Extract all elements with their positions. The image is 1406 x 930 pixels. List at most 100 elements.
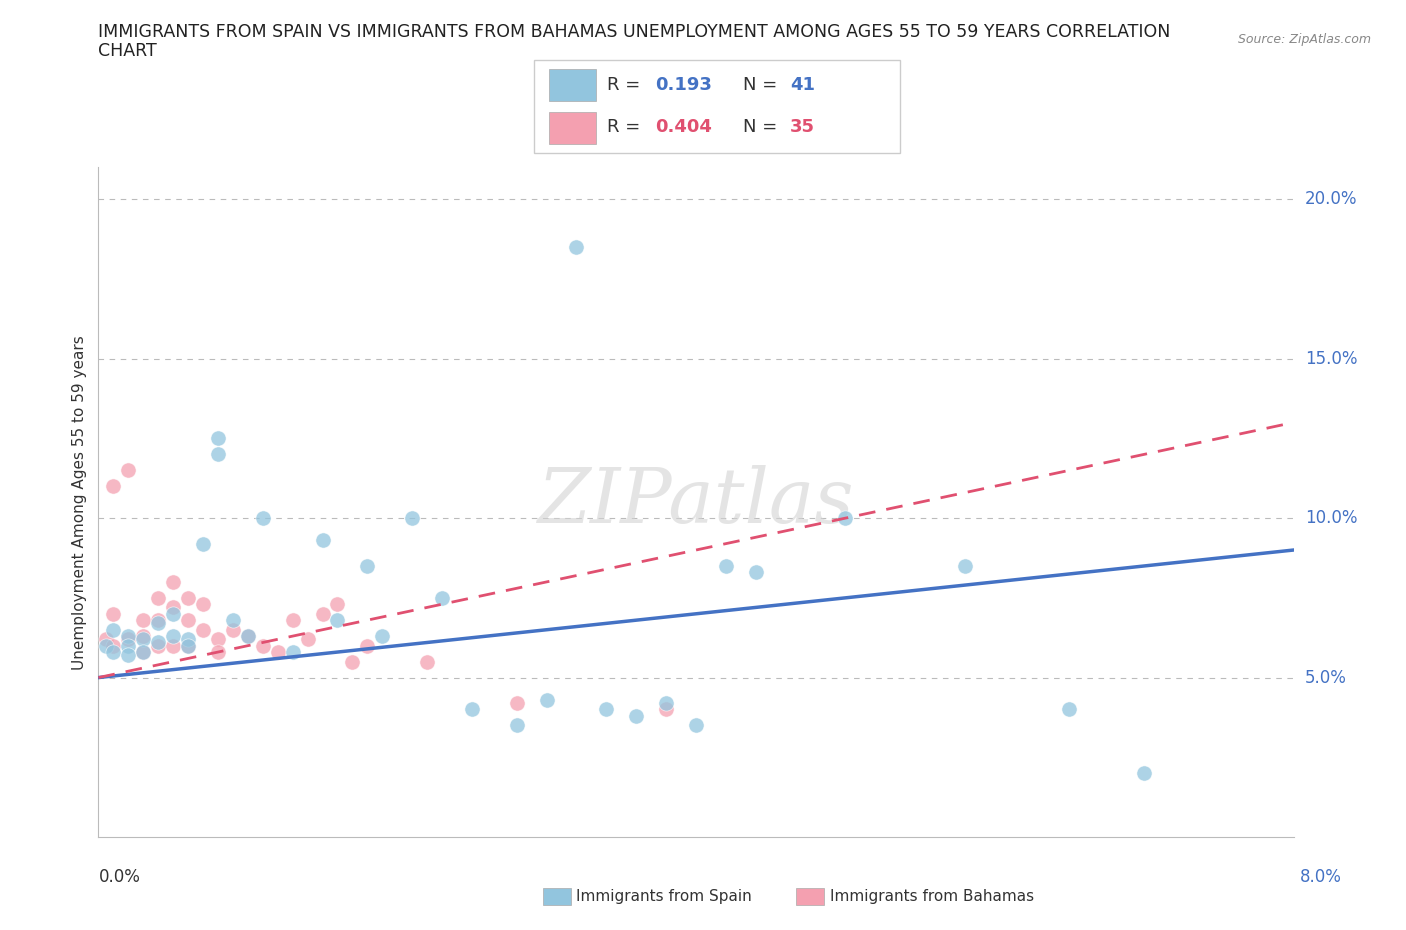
Point — [148, 616, 170, 631]
Point — [281, 644, 304, 659]
Point — [94, 638, 117, 653]
Point — [103, 479, 125, 494]
Point — [565, 240, 588, 255]
Point — [94, 631, 117, 646]
Point — [148, 613, 170, 628]
Bar — [543, 888, 571, 905]
Point — [326, 597, 349, 612]
Point — [252, 638, 274, 653]
Point — [132, 613, 155, 628]
Point — [162, 575, 184, 590]
Point — [430, 591, 453, 605]
Point — [714, 559, 737, 574]
Point — [834, 511, 856, 525]
Point — [207, 644, 229, 659]
Point — [207, 431, 229, 445]
Point — [236, 629, 259, 644]
Point — [132, 644, 155, 659]
Point — [177, 638, 200, 653]
Text: ZIPatlas: ZIPatlas — [537, 465, 855, 539]
Point — [1133, 765, 1156, 780]
Point — [162, 629, 184, 644]
Point — [132, 629, 155, 644]
Point — [148, 635, 170, 650]
Bar — [796, 888, 824, 905]
Point — [356, 559, 378, 574]
Point — [191, 622, 214, 637]
Text: Source: ZipAtlas.com: Source: ZipAtlas.com — [1237, 33, 1371, 46]
Point — [177, 613, 200, 628]
Point — [506, 696, 529, 711]
Point — [252, 511, 274, 525]
Point — [371, 629, 394, 644]
Point — [236, 629, 259, 644]
Text: CHART: CHART — [98, 42, 157, 60]
Point — [177, 591, 200, 605]
Text: R =: R = — [607, 118, 647, 137]
Point — [222, 622, 245, 637]
Point — [1059, 702, 1081, 717]
Text: 0.193: 0.193 — [655, 75, 711, 94]
Text: 15.0%: 15.0% — [1305, 350, 1357, 367]
Point — [267, 644, 290, 659]
Text: 20.0%: 20.0% — [1305, 191, 1357, 208]
Text: N =: N = — [742, 75, 783, 94]
Point — [103, 606, 125, 621]
Point — [536, 693, 558, 708]
Point — [132, 631, 155, 646]
Text: Immigrants from Bahamas: Immigrants from Bahamas — [830, 889, 1033, 904]
Point — [148, 638, 170, 653]
Point — [745, 565, 768, 579]
Point — [311, 533, 333, 548]
Point — [191, 537, 214, 551]
Point — [191, 597, 214, 612]
Text: IMMIGRANTS FROM SPAIN VS IMMIGRANTS FROM BAHAMAS UNEMPLOYMENT AMONG AGES 55 TO 5: IMMIGRANTS FROM SPAIN VS IMMIGRANTS FROM… — [98, 23, 1171, 41]
Point — [103, 638, 125, 653]
Text: Immigrants from Spain: Immigrants from Spain — [576, 889, 752, 904]
Point — [103, 644, 125, 659]
Point — [103, 622, 125, 637]
Point — [356, 638, 378, 653]
Point — [326, 613, 349, 628]
Point — [281, 613, 304, 628]
Point — [624, 709, 647, 724]
Point — [117, 463, 139, 478]
Point — [311, 606, 333, 621]
Point — [177, 638, 200, 653]
Point — [461, 702, 484, 717]
Point — [401, 511, 423, 525]
Point — [685, 718, 707, 733]
Point — [148, 591, 170, 605]
Text: 35: 35 — [790, 118, 815, 137]
FancyBboxPatch shape — [548, 112, 596, 144]
Point — [655, 696, 678, 711]
Text: 0.0%: 0.0% — [98, 868, 141, 885]
Point — [416, 654, 439, 669]
Text: 0.404: 0.404 — [655, 118, 711, 137]
Text: R =: R = — [607, 75, 647, 94]
Point — [162, 638, 184, 653]
Text: 41: 41 — [790, 75, 815, 94]
Point — [953, 559, 976, 574]
Point — [595, 702, 617, 717]
Text: 8.0%: 8.0% — [1301, 868, 1343, 885]
Point — [207, 631, 229, 646]
Point — [162, 606, 184, 621]
Point — [132, 644, 155, 659]
FancyBboxPatch shape — [548, 69, 596, 101]
Point — [117, 648, 139, 663]
Y-axis label: Unemployment Among Ages 55 to 59 years: Unemployment Among Ages 55 to 59 years — [72, 335, 87, 670]
Point — [117, 638, 139, 653]
Point — [117, 631, 139, 646]
Point — [342, 654, 364, 669]
Text: 5.0%: 5.0% — [1305, 669, 1347, 686]
Text: N =: N = — [742, 118, 783, 137]
Point — [655, 702, 678, 717]
Point — [506, 718, 529, 733]
Point — [162, 600, 184, 615]
Point — [297, 631, 319, 646]
Point — [207, 447, 229, 462]
Point — [222, 613, 245, 628]
Point — [117, 629, 139, 644]
Point — [177, 631, 200, 646]
